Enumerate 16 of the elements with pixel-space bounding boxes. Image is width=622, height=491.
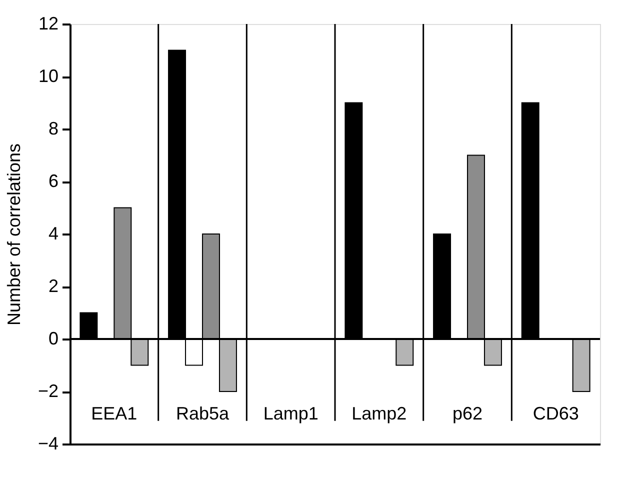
y-tick-label: 4 bbox=[48, 224, 58, 244]
x-tick-label: Lamp1 bbox=[263, 404, 318, 424]
y-tick-label: 8 bbox=[48, 118, 58, 138]
x-tick-label: p62 bbox=[452, 404, 483, 424]
y-tick-label: 6 bbox=[48, 171, 58, 191]
x-tick-label: Rab5a bbox=[176, 404, 230, 424]
x-tick-label: CD63 bbox=[532, 404, 579, 424]
y-axis-title: Number of correlations bbox=[4, 143, 24, 326]
y-tick-label: −4 bbox=[38, 434, 58, 454]
x-tick-label: EEA1 bbox=[91, 404, 138, 424]
y-tick-label: 10 bbox=[38, 66, 58, 86]
y-tick-label: −2 bbox=[38, 381, 58, 401]
x-tick-label: Lamp2 bbox=[352, 404, 407, 424]
y-tick-label: 0 bbox=[48, 328, 58, 348]
y-tick-label: 12 bbox=[38, 14, 58, 34]
y-tick-label: 2 bbox=[48, 276, 58, 296]
